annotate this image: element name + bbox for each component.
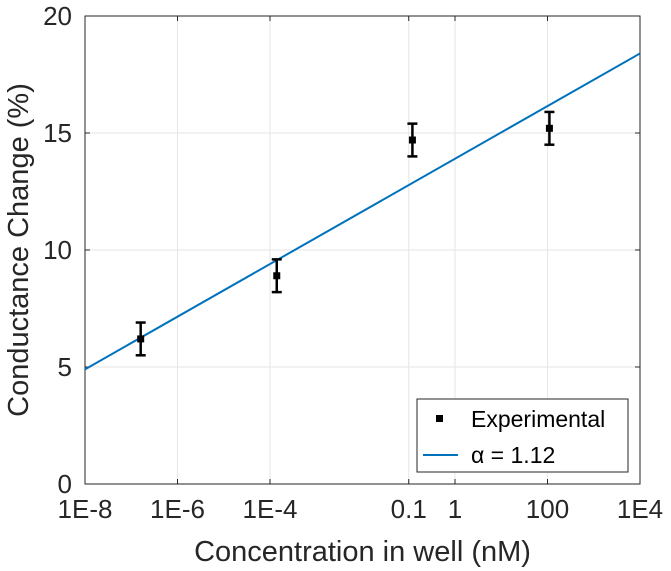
y-tick-labels: 0 5 10 15 20 [43, 1, 72, 499]
x-tick-label: 0.1 [391, 494, 427, 524]
data-point [545, 124, 553, 132]
x-tick-label: 1E-8 [58, 494, 113, 524]
data-point [408, 136, 416, 144]
x-tick-label: 1E-4 [243, 494, 298, 524]
x-tick-label: 1 [448, 494, 462, 524]
legend-label-fit-line: α = 1.12 [471, 442, 555, 468]
data-point [273, 272, 281, 280]
series-layer [84, 52, 641, 371]
x-tick-labels: 1E-8 1E-6 1E-4 0.1 1 100 1E4 [58, 494, 664, 524]
y-axis-label: Conductance Change (%) [3, 83, 35, 417]
plot-frame [84, 15, 641, 485]
x-tick-label: 100 [526, 494, 569, 524]
y-tick-label: 20 [43, 1, 72, 31]
y-tick-label: 10 [43, 235, 72, 265]
legend-marker-experimental [436, 415, 443, 422]
legend: Experimental α = 1.12 [416, 398, 629, 473]
y-tick-label: 5 [58, 352, 72, 382]
y-tick-label: 15 [43, 118, 72, 148]
x-axis-label: Concentration in well (nM) [194, 536, 531, 568]
fit-line [84, 52, 641, 371]
data-point [137, 335, 145, 343]
legend-box [416, 398, 629, 473]
legend-label-experimental: Experimental [471, 406, 605, 432]
y-tick-label: 0 [58, 469, 72, 499]
x-tick-label: 1E4 [617, 494, 663, 524]
x-tick-label: 1E-6 [150, 494, 205, 524]
